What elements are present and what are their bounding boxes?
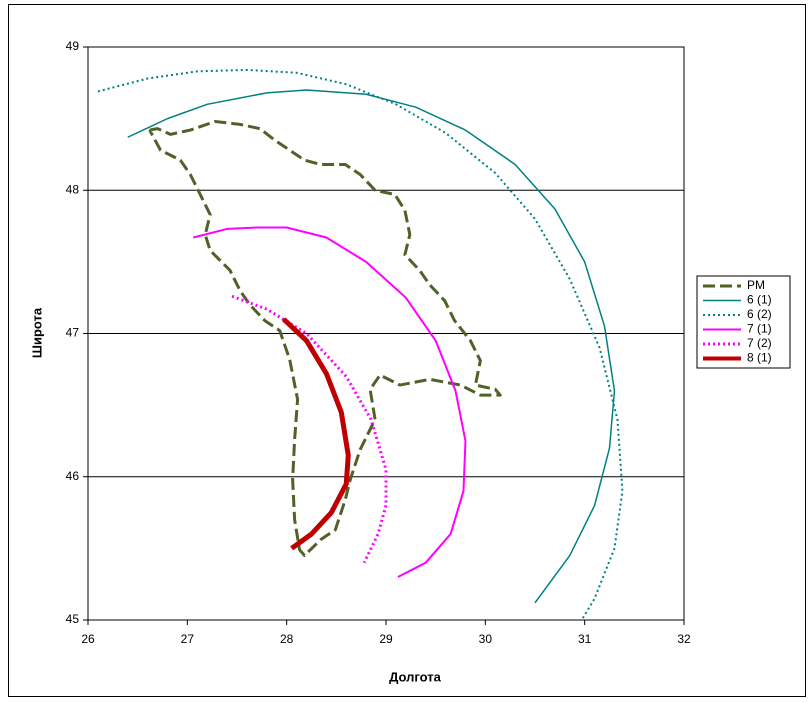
x-axis-title: Долгота <box>389 669 442 684</box>
series-line <box>193 226 467 578</box>
plot-area <box>87 46 685 621</box>
x-tick-label: 28 <box>280 632 294 646</box>
y-tick-label: 48 <box>66 182 80 196</box>
x-tick-label: 30 <box>479 632 493 646</box>
y-tick-label: 46 <box>66 469 80 483</box>
y-tick-label: 49 <box>66 39 80 53</box>
series-line <box>281 317 351 551</box>
x-tick-label: 26 <box>81 632 95 646</box>
y-tick-label: 45 <box>66 612 80 626</box>
x-tick-label: 32 <box>677 632 691 646</box>
legend-box <box>696 275 791 369</box>
legend-label: 7 (1) <box>747 322 772 336</box>
legend-label: 6 (2) <box>747 307 772 321</box>
legend-label: 8 (1) <box>747 351 772 365</box>
chart-frame <box>8 4 806 697</box>
series-line <box>97 68 624 621</box>
x-tick-label: 31 <box>578 632 592 646</box>
series-line <box>127 89 616 604</box>
series-line <box>148 119 502 558</box>
y-tick-label: 47 <box>66 326 80 340</box>
y-axis-title: Широта <box>29 307 44 358</box>
x-tick-label: 29 <box>379 632 393 646</box>
legend-label: 7 (2) <box>747 336 772 350</box>
legend-label: 6 (1) <box>747 293 772 307</box>
legend-label: PM <box>747 278 765 292</box>
series-line <box>231 294 388 564</box>
x-tick-label: 27 <box>181 632 195 646</box>
